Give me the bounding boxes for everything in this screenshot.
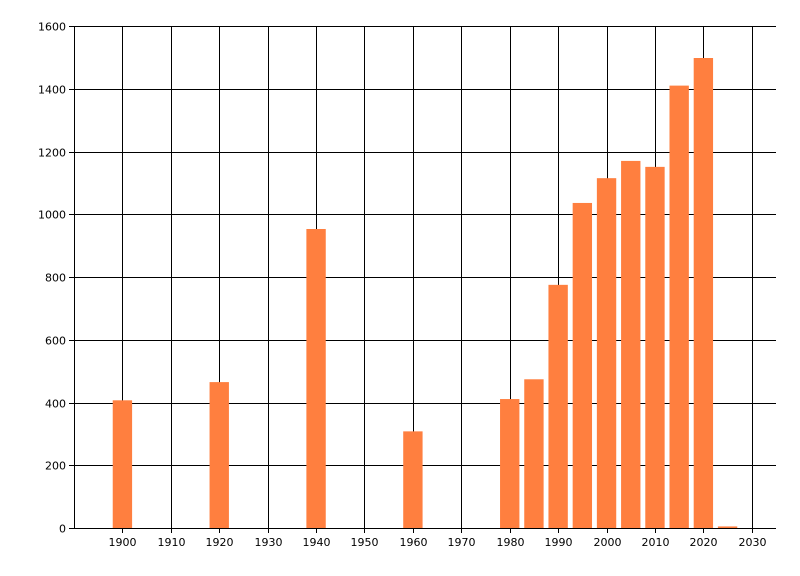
bar	[717, 526, 738, 528]
bar	[500, 399, 520, 528]
x-tick-label: 1970	[448, 536, 476, 549]
x-tick-label: 2000	[594, 536, 622, 549]
bar	[306, 228, 326, 528]
x-tick-label: 1960	[400, 536, 428, 549]
bar	[112, 400, 133, 528]
bar	[669, 85, 689, 529]
x-tick-label: 2020	[690, 536, 718, 549]
bar	[693, 58, 714, 528]
y-tick-label: 600	[45, 335, 66, 348]
y-tick-label: 1400	[38, 84, 66, 97]
y-tick-label: 200	[45, 460, 66, 473]
bars	[112, 58, 738, 529]
x-tick-label: 1930	[255, 536, 283, 549]
tick-labels: 0 200 400 600 800 1000 1200 1400 1600 1900 1910 192…	[38, 21, 767, 550]
bar	[548, 284, 568, 528]
bar	[524, 379, 544, 528]
bar	[596, 178, 617, 528]
x-tick-label: 1980	[497, 536, 525, 549]
x-tick-label: 1920	[206, 536, 234, 549]
y-tick-label: 1600	[38, 21, 66, 34]
x-tick-label: 1900	[109, 536, 137, 549]
y-tick-label: 0	[59, 523, 66, 536]
x-tick-label: 2030	[739, 536, 767, 549]
x-tick-label: 2010	[642, 536, 670, 549]
bar	[572, 202, 593, 528]
bar	[403, 431, 423, 528]
x-tick-label: 1910	[158, 536, 186, 549]
y-tick-label: 800	[45, 272, 66, 285]
bar	[645, 166, 665, 528]
x-tick-label: 1990	[545, 536, 573, 549]
y-tick-label: 1200	[38, 147, 66, 160]
y-tick-label: 400	[45, 398, 66, 411]
bar	[209, 382, 229, 528]
x-tick-label: 1940	[303, 536, 331, 549]
axes	[69, 26, 776, 533]
bar	[621, 160, 641, 528]
y-tick-label: 1000	[38, 209, 66, 222]
x-tick-label: 1950	[351, 536, 379, 549]
